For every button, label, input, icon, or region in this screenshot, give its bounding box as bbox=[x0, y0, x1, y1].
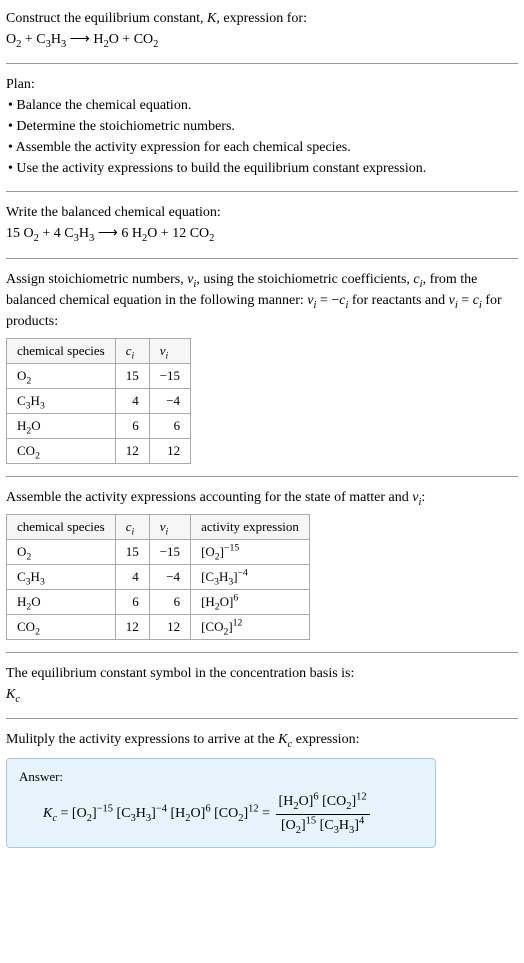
plan-title: Plan: bbox=[6, 74, 518, 95]
col-activity: activity expression bbox=[191, 514, 310, 539]
nui-cell: 12 bbox=[149, 614, 190, 639]
nui-cell: −4 bbox=[149, 388, 190, 413]
answer-equation: Kc = [O2]−15 [C3H3]−4 [H2O]6 [CO2]12 = [… bbox=[19, 791, 423, 837]
fraction: [H2O]6 [CO2]12[O2]15 [C3H3]4 bbox=[276, 791, 370, 837]
ci-cell: 15 bbox=[115, 363, 149, 388]
ci-cell: 6 bbox=[115, 589, 149, 614]
plan-bullet: • Use the activity expressions to build … bbox=[8, 158, 518, 179]
divider bbox=[6, 63, 518, 64]
divider bbox=[6, 476, 518, 477]
divider bbox=[6, 191, 518, 192]
symbol-value: Kc bbox=[6, 684, 518, 706]
table-header-row: chemical species ci νi bbox=[7, 338, 191, 363]
stoich-intro: Assign stoichiometric numbers, νi, using… bbox=[6, 269, 518, 332]
activity-table: chemical species ci νi activity expressi… bbox=[6, 514, 310, 640]
symbol-intro: The equilibrium constant symbol in the c… bbox=[6, 663, 518, 684]
table-row: O2 15 −15 bbox=[7, 363, 191, 388]
unbalanced-equation: O2 + C3H3 ⟶ H2O + CO2 bbox=[6, 29, 518, 51]
species-cell: CO2 bbox=[7, 614, 116, 639]
prompt-line-1: Construct the equilibrium constant, K, e… bbox=[6, 8, 518, 29]
plan-bullet: • Assemble the activity expression for e… bbox=[8, 137, 518, 158]
table-row: CO2 12 12 [CO2]12 bbox=[7, 614, 310, 639]
activity-cell: [H2O]6 bbox=[191, 589, 310, 614]
ci-cell: 15 bbox=[115, 539, 149, 564]
activity-intro: Assemble the activity expressions accoun… bbox=[6, 487, 518, 508]
stoich-section: Assign stoichiometric numbers, νi, using… bbox=[6, 269, 518, 464]
col-nui: νi bbox=[149, 514, 190, 539]
numerator: [H2O]6 [CO2]12 bbox=[276, 791, 370, 814]
col-ci: ci bbox=[115, 514, 149, 539]
species-cell: H2O bbox=[7, 589, 116, 614]
nui-cell: −15 bbox=[149, 539, 190, 564]
ci-cell: 4 bbox=[115, 388, 149, 413]
nui-cell: −4 bbox=[149, 564, 190, 589]
plan-bullet: • Balance the chemical equation. bbox=[8, 95, 518, 116]
final-section: Mulitply the activity expressions to arr… bbox=[6, 729, 518, 848]
balanced-section: Write the balanced chemical equation: 15… bbox=[6, 202, 518, 245]
table-row: O2 15 −15 [O2]−15 bbox=[7, 539, 310, 564]
table-header-row: chemical species ci νi activity expressi… bbox=[7, 514, 310, 539]
stoich-table: chemical species ci νi O2 15 −15 C3H3 4 … bbox=[6, 338, 191, 464]
table-row: H2O 6 6 [H2O]6 bbox=[7, 589, 310, 614]
species-cell: H2O bbox=[7, 413, 116, 438]
prompt-text: Construct the equilibrium constant, bbox=[6, 11, 207, 26]
balanced-title: Write the balanced chemical equation: bbox=[6, 202, 518, 223]
col-ci: ci bbox=[115, 338, 149, 363]
ci-cell: 6 bbox=[115, 413, 149, 438]
activity-cell: [CO2]12 bbox=[191, 614, 310, 639]
table-row: C3H3 4 −4 bbox=[7, 388, 191, 413]
table-row: C3H3 4 −4 [C3H3]−4 bbox=[7, 564, 310, 589]
prompt-text-post: , expression for: bbox=[216, 11, 307, 26]
species-cell: CO2 bbox=[7, 438, 116, 463]
final-intro: Mulitply the activity expressions to arr… bbox=[6, 729, 518, 750]
col-species: chemical species bbox=[7, 338, 116, 363]
species-cell: O2 bbox=[7, 363, 116, 388]
species-cell: C3H3 bbox=[7, 564, 116, 589]
nui-cell: −15 bbox=[149, 363, 190, 388]
nui-cell: 6 bbox=[149, 589, 190, 614]
divider bbox=[6, 258, 518, 259]
header-section: Construct the equilibrium constant, K, e… bbox=[6, 8, 518, 51]
activity-cell: [C3H3]−4 bbox=[191, 564, 310, 589]
denominator: [O2]15 [C3H3]4 bbox=[276, 815, 370, 837]
activity-cell: [O2]−15 bbox=[191, 539, 310, 564]
ci-cell: 4 bbox=[115, 564, 149, 589]
col-nui: νi bbox=[149, 338, 190, 363]
nui-cell: 12 bbox=[149, 438, 190, 463]
balanced-equation: 15 O2 + 4 C3H3 ⟶ 6 H2O + 12 CO2 bbox=[6, 223, 518, 245]
species-cell: C3H3 bbox=[7, 388, 116, 413]
answer-label: Answer: bbox=[19, 769, 423, 785]
plan-section: Plan: • Balance the chemical equation. •… bbox=[6, 74, 518, 179]
ci-cell: 12 bbox=[115, 438, 149, 463]
symbol-section: The equilibrium constant symbol in the c… bbox=[6, 663, 518, 706]
divider bbox=[6, 652, 518, 653]
var-K: K bbox=[207, 11, 216, 26]
plan-bullet: • Determine the stoichiometric numbers. bbox=[8, 116, 518, 137]
col-species: chemical species bbox=[7, 514, 116, 539]
activity-section: Assemble the activity expressions accoun… bbox=[6, 487, 518, 640]
answer-box: Answer: Kc = [O2]−15 [C3H3]−4 [H2O]6 [CO… bbox=[6, 758, 436, 848]
nui-cell: 6 bbox=[149, 413, 190, 438]
table-row: H2O 6 6 bbox=[7, 413, 191, 438]
divider bbox=[6, 718, 518, 719]
species-cell: O2 bbox=[7, 539, 116, 564]
ci-cell: 12 bbox=[115, 614, 149, 639]
table-row: CO2 12 12 bbox=[7, 438, 191, 463]
